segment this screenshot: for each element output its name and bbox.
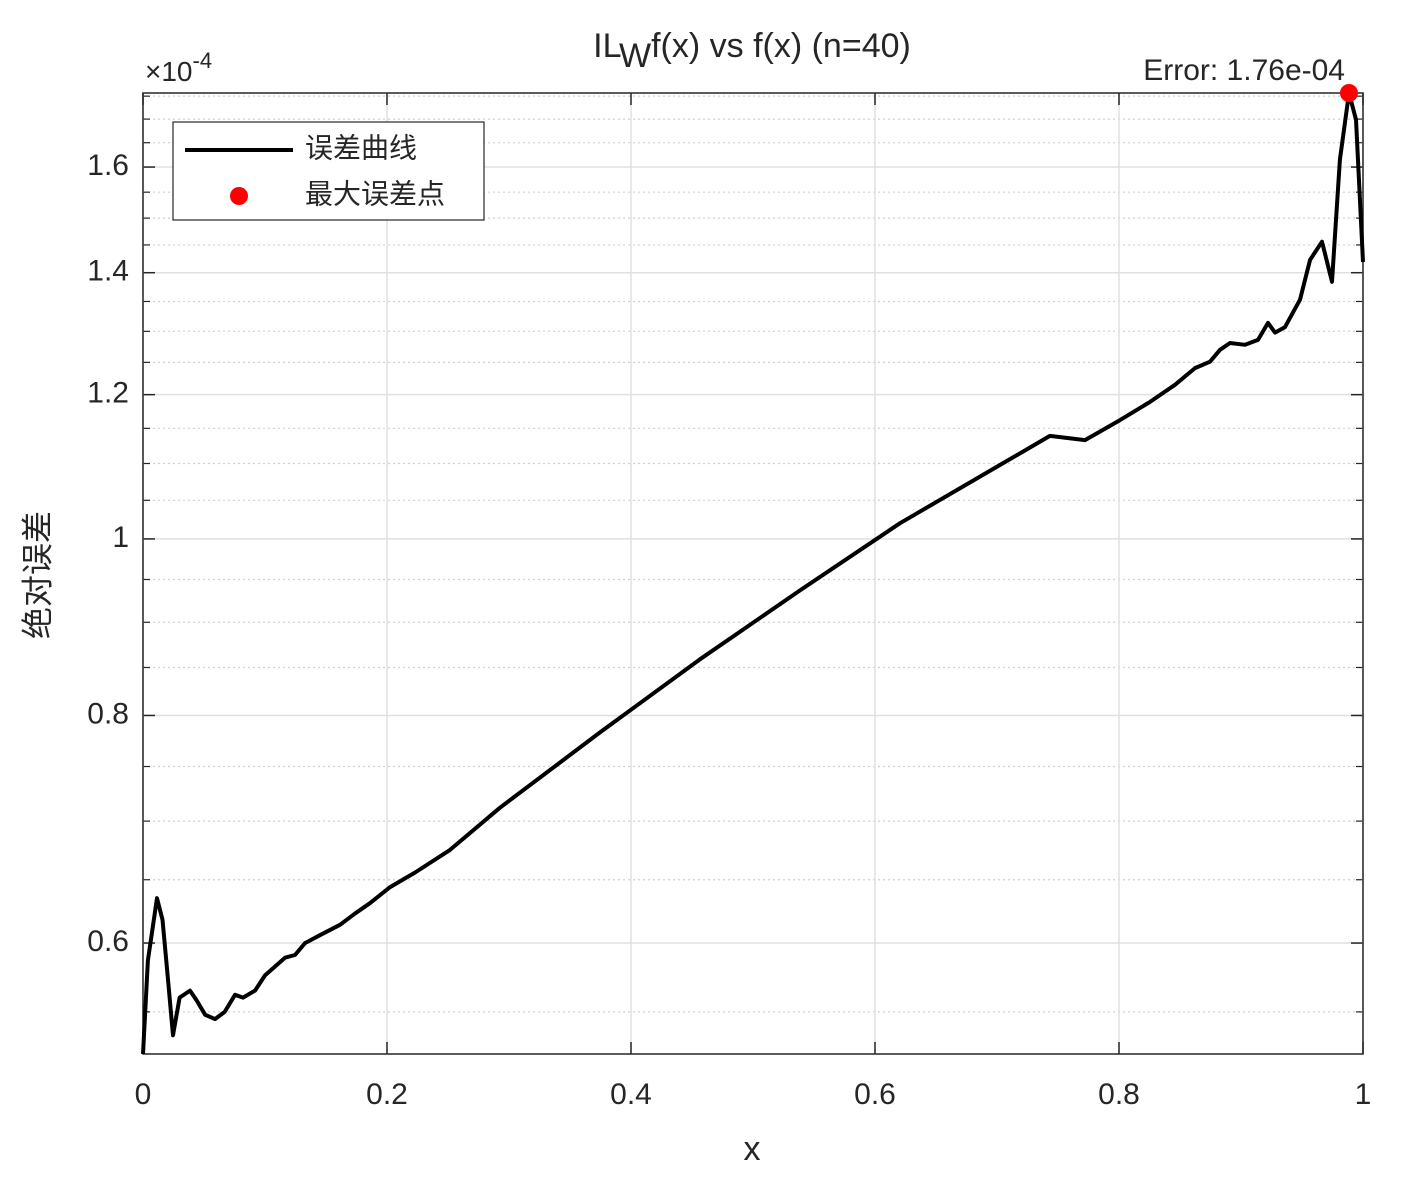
multiplier-exponent: -4 (193, 48, 213, 73)
y-tick-label: 0.8 (87, 697, 129, 730)
y-multiplier: ×10-4 (145, 48, 212, 88)
error-line (141, 91, 1365, 1055)
x-tick-label: 0.6 (854, 1078, 896, 1111)
y-tick-label: 0.6 (87, 925, 129, 958)
x-axis-label: x (744, 1130, 761, 1168)
x-tick-label: 0.8 (1098, 1078, 1140, 1111)
legend-label: 误差曲线 (305, 132, 417, 163)
max-error-point (1339, 84, 1358, 102)
title-part: f(x) vs f(x) (n=40) (651, 27, 911, 65)
legend-label: 最大误差点 (305, 178, 445, 209)
multiplier-base: ×10 (145, 56, 193, 87)
y-tick-label: 1.2 (87, 377, 129, 410)
x-tick-label: 0 (135, 1078, 152, 1111)
y-tick-label: 1 (112, 521, 129, 554)
y-tick-label: 1.4 (87, 255, 129, 288)
legend-box (172, 121, 485, 221)
title-part: W (619, 37, 651, 75)
legend-marker (230, 187, 248, 205)
x-tick-label: 0.4 (610, 1078, 652, 1111)
x-tick-label: 1 (1355, 1078, 1372, 1111)
y-axis-label: 绝对误差 (19, 511, 55, 639)
y-tick-label: 1.6 (87, 149, 129, 182)
title-part: IL (593, 27, 620, 65)
chart-title: ILWf(x) vs f(x) (n=40) (593, 27, 911, 75)
x-tick-label: 0.2 (366, 1078, 408, 1111)
plot-frame (142, 92, 1364, 1055)
annotation: Error: 1.76e-04 (1143, 54, 1345, 87)
